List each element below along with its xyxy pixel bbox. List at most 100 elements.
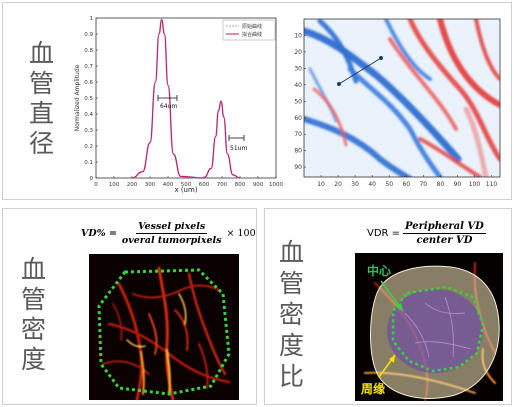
formula-numerator: Vessel pixels	[136, 221, 208, 234]
blue-vessel	[304, 116, 413, 177]
y-axis-label: Normalized Amplitude	[74, 64, 81, 131]
formula-lhs: VD% =	[81, 228, 117, 239]
amplitude-profile-chart: Normalized Amplitude x (um) 0 100 200 300 40…	[74, 16, 283, 194]
red-vessel	[437, 19, 500, 108]
vessel-density-ratio-title: 血 管 密 度 比	[279, 237, 304, 392]
x-tick-label: 300	[145, 182, 156, 188]
vessel-trace-bright	[126, 339, 146, 348]
y-tick-label: 0.3	[84, 128, 93, 134]
red-vessel	[312, 87, 348, 147]
x-tick-label: 100	[469, 181, 481, 188]
red-vessel	[463, 106, 489, 177]
y-tick-label: 10	[294, 32, 302, 39]
x-tick-label: 400	[163, 182, 174, 188]
vessel-trace	[107, 322, 231, 384]
measure-endpoint	[379, 56, 383, 60]
y-tick-label: 60	[294, 115, 302, 122]
vessel-trace	[174, 309, 189, 351]
x-tick-label: 600	[199, 182, 210, 188]
x-tick-label: 30	[351, 181, 359, 188]
vessel-segmentation-map: 10 20 30 40 50 60 70 80 90 100 110 10 20 30 40 50 60 70 80…	[294, 18, 501, 188]
title-char: 直	[29, 99, 55, 128]
red-vessel	[407, 19, 500, 162]
formula-fraction: Peripheral VD center VD	[403, 221, 486, 246]
blue-vessel	[304, 27, 462, 163]
formula-denominator: center VD	[416, 235, 473, 246]
legend-label: 拟合曲线	[242, 31, 262, 38]
measure-endpoint	[337, 82, 341, 86]
center-region	[387, 289, 483, 373]
x-tick-label: 90	[454, 181, 462, 188]
y-tick-label: 0.7	[84, 64, 93, 70]
title-char: 比	[279, 362, 305, 391]
y-tick-label: 1	[90, 16, 94, 22]
title-char: 血	[21, 255, 47, 284]
red-vessel	[474, 19, 500, 81]
legend-label: 原始曲线	[242, 23, 262, 30]
x-axis-label: x (um)	[174, 186, 197, 194]
plot-frame	[95, 17, 277, 179]
x-tick-label: 70	[419, 181, 427, 188]
x-tick-label: 40	[368, 181, 376, 188]
x-tick-label: 80	[437, 181, 445, 188]
fwhm-annotation: 51um	[230, 145, 247, 152]
title-char: 密	[21, 315, 47, 344]
title-char: 径	[29, 129, 55, 158]
vessel-trace	[148, 313, 158, 355]
title-char: 管	[29, 69, 55, 98]
y-tick-label: 90	[294, 164, 302, 171]
vessel-trace	[198, 343, 209, 389]
y-tick-label: 0.8	[84, 48, 93, 54]
vessel-trace	[102, 360, 150, 375]
title-char: 管	[279, 269, 305, 298]
title-char: 度	[21, 345, 47, 374]
vessel-density-title: 血 管 密 度	[21, 255, 46, 375]
periphery-label: 周缘	[361, 381, 385, 396]
red-vessel	[418, 137, 482, 177]
y-tick-label: 0.1	[84, 160, 93, 166]
tumor-boundary	[97, 268, 231, 396]
y-tick-label: 20	[294, 49, 302, 56]
formula-denominator: overal tumorpixels	[121, 235, 222, 246]
vessel-diameter-title: 血 管 直 径	[29, 39, 54, 159]
vessel-trace	[112, 303, 123, 341]
center-label: 中心	[367, 263, 391, 278]
image-background	[89, 254, 239, 400]
x-tick-label: 200	[127, 182, 138, 188]
vessel-trace-bright	[165, 348, 171, 396]
title-char: 密	[279, 300, 305, 329]
x-tick-label: 110	[486, 181, 498, 188]
blue-vessel	[384, 19, 432, 81]
y-tick-label: 40	[294, 82, 302, 89]
red-vessel	[388, 37, 458, 131]
formula-numerator: Peripheral VD	[403, 221, 486, 234]
y-tick-label: 0.6	[84, 80, 93, 86]
vessel-trace	[187, 272, 227, 376]
diameter-measure-line	[338, 57, 382, 85]
vdr-formula: VDR = Peripheral VD center VD	[367, 221, 489, 246]
x-tick-label: 800	[235, 182, 246, 188]
vessel-diameter-panel: 血 管 直 径 Normalized Amplitude x (um) 0 100…	[2, 2, 512, 200]
center-vessel	[444, 296, 454, 358]
blue-vessel	[308, 67, 338, 123]
vessel-trace-bright	[140, 351, 145, 395]
periphery-arrow-head	[389, 355, 395, 363]
x-tick-label: 1000	[269, 182, 283, 188]
vessel-trace-bright	[178, 293, 187, 325]
title-char: 度	[279, 331, 305, 360]
vd-formula: VD% = Vessel pixels overal tumorpixels ×…	[81, 221, 256, 246]
title-char: 管	[21, 285, 47, 314]
y-tick-label: 50	[294, 98, 302, 105]
x-tick-label: 10	[317, 181, 325, 188]
x-tick-label: 100	[109, 182, 120, 188]
y-tick-label: 30	[294, 65, 302, 72]
y-tick-label: 0.2	[84, 144, 93, 150]
x-tick-label: 60	[402, 181, 410, 188]
x-tick-label: 50	[385, 181, 393, 188]
x-tick-label: 0	[94, 182, 98, 188]
vessel-density-panel: VD% = Vessel pixels overal tumorpixels ×…	[2, 208, 257, 405]
x-tick-label: 500	[181, 182, 192, 188]
center-arrow-head	[396, 303, 403, 311]
y-tick-label: 80	[294, 148, 302, 155]
center-vessel	[424, 302, 466, 314]
